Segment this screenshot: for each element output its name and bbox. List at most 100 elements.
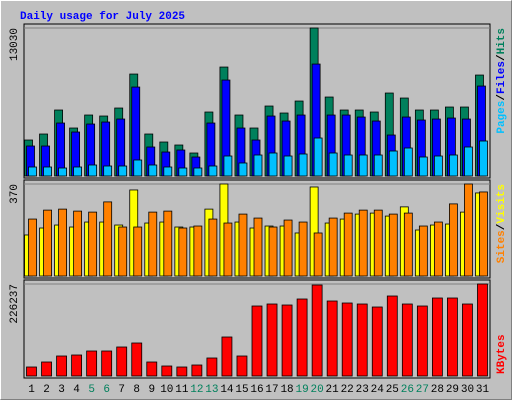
x-tick-label: 25 <box>386 384 399 396</box>
bar <box>103 165 113 177</box>
bar <box>178 167 188 177</box>
bar <box>118 165 128 177</box>
bar <box>28 218 37 277</box>
legend-entry: KBytes <box>496 334 508 374</box>
bar <box>206 357 218 377</box>
x-tick-label: 2 <box>43 384 50 396</box>
y-tick-label: 370 <box>9 184 21 204</box>
bar <box>373 209 383 277</box>
bar <box>56 355 67 377</box>
x-tick-label: 9 <box>148 384 155 396</box>
bar <box>418 156 428 177</box>
bar <box>131 342 143 377</box>
bar <box>133 159 143 177</box>
x-tick-label: 8 <box>133 384 140 396</box>
bar <box>163 166 173 177</box>
bar <box>373 154 383 177</box>
x-tick-label: 13 <box>205 384 218 396</box>
bar <box>148 211 158 277</box>
bar <box>73 166 83 177</box>
bar <box>148 164 158 177</box>
x-tick-label: 5 <box>88 384 95 396</box>
bar <box>133 226 143 277</box>
x-tick-label: 11 <box>175 384 189 396</box>
bar <box>418 225 428 277</box>
bar <box>26 366 37 377</box>
bar <box>356 303 368 377</box>
bar <box>447 297 458 377</box>
bar <box>253 154 263 177</box>
bar <box>449 203 458 277</box>
bar <box>163 210 173 277</box>
legend-entry: Sites <box>496 230 508 263</box>
bar <box>191 364 203 377</box>
bar <box>266 303 278 377</box>
bar <box>161 365 173 377</box>
bar <box>388 150 398 177</box>
chart-title: Daily usage for July 2025 <box>20 11 185 23</box>
bar <box>328 217 338 277</box>
bar <box>386 295 398 377</box>
bar <box>311 284 323 377</box>
legend: Sites/Visits <box>496 184 508 263</box>
bar <box>253 217 263 277</box>
bar <box>298 221 308 277</box>
bar <box>464 183 473 277</box>
bar <box>208 218 218 277</box>
legend-separator: / <box>496 54 508 61</box>
x-tick-label: 23 <box>356 384 369 396</box>
x-tick-label: 18 <box>280 384 293 396</box>
bar <box>479 140 488 177</box>
bar <box>178 227 188 277</box>
bar <box>326 300 338 377</box>
bar <box>116 346 128 377</box>
x-tick-label: 19 <box>295 384 308 396</box>
bar <box>223 222 233 277</box>
bar <box>416 305 428 377</box>
bar <box>208 165 218 177</box>
x-tick-label: 30 <box>461 384 474 396</box>
bar <box>477 283 488 377</box>
bar <box>343 154 353 177</box>
x-tick-label: 6 <box>103 384 110 396</box>
bar <box>221 336 233 377</box>
bar <box>88 164 98 177</box>
x-tick-label: 24 <box>371 384 385 396</box>
x-tick-label: 26 <box>401 384 414 396</box>
bar <box>358 209 368 277</box>
bar <box>43 209 52 277</box>
bar <box>388 213 398 277</box>
bar <box>238 162 248 177</box>
bar <box>313 137 323 177</box>
x-tick-label: 31 <box>476 384 490 396</box>
bar <box>88 211 98 277</box>
y-tick-label: 13030 <box>9 28 21 61</box>
bar <box>401 303 413 377</box>
bar <box>28 166 37 177</box>
x-tick-label: 28 <box>431 384 444 396</box>
bar <box>118 226 128 277</box>
bar <box>101 350 113 377</box>
x-tick-label: 15 <box>235 384 248 396</box>
legend: Pages/Files/Hits <box>496 28 508 134</box>
bar <box>71 354 83 377</box>
bar <box>268 152 278 177</box>
bar <box>281 304 293 377</box>
x-tick-label: 17 <box>265 384 278 396</box>
bar <box>58 167 67 177</box>
legend-entry: Pages <box>496 101 508 134</box>
bar <box>298 153 308 177</box>
bar <box>41 361 52 377</box>
bar <box>193 167 203 177</box>
bar <box>251 305 263 377</box>
x-tick-label: 7 <box>118 384 125 396</box>
bar <box>146 361 158 377</box>
x-tick-label: 29 <box>446 384 459 396</box>
x-tick-label: 10 <box>160 384 173 396</box>
bar <box>449 154 458 177</box>
bar <box>58 208 67 277</box>
bar <box>328 152 338 177</box>
bar <box>193 225 203 277</box>
bar <box>103 201 113 277</box>
